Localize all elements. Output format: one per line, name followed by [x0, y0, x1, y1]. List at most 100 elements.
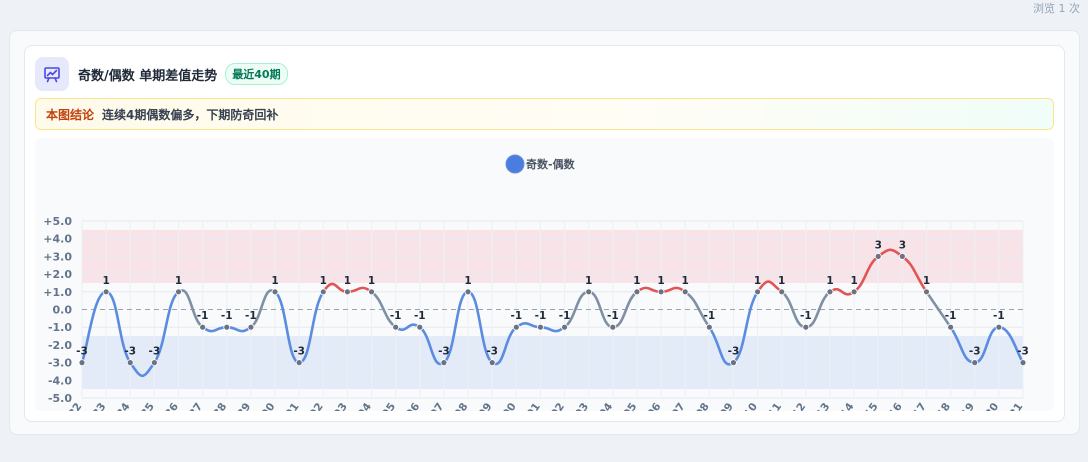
data-point [368, 288, 375, 296]
series-line [466, 290, 494, 364]
y-tick-label: -2.0 [48, 339, 72, 352]
data-point [681, 288, 689, 296]
data-point [440, 359, 448, 367]
data-label: 1 [923, 275, 930, 287]
data-label: 1 [271, 275, 278, 287]
y-tick-label: -1.0 [48, 321, 72, 334]
data-label: 1 [464, 275, 471, 287]
data-point [850, 288, 858, 296]
data-point [416, 323, 424, 331]
series-line [80, 290, 108, 364]
data-label: 1 [320, 275, 327, 287]
data-label: 3 [875, 239, 882, 251]
data-label: -1 [945, 310, 957, 322]
data-point [271, 288, 279, 296]
period-badge: 最近40期 [225, 63, 288, 85]
data-point [705, 323, 713, 331]
series-line [297, 290, 325, 364]
y-tick-label: +1.0 [43, 286, 72, 299]
data-label: -1 [703, 310, 715, 322]
data-label: -1 [607, 310, 619, 322]
chart-header: 奇数/偶数 单期差值走势 最近40期 [35, 56, 288, 92]
legend-label: 奇数-偶数 [526, 157, 576, 171]
data-point [585, 288, 593, 296]
data-label: 1 [585, 275, 592, 287]
data-label: -1 [800, 310, 812, 322]
data-label: -1 [535, 310, 547, 322]
data-point [78, 359, 86, 367]
data-label: 3 [899, 239, 906, 251]
series-line [901, 255, 928, 294]
data-label: -3 [728, 346, 740, 358]
series-line [515, 322, 542, 329]
chart-title: 奇数/偶数 单期差值走势 [78, 68, 218, 84]
y-tick-label: 0.0 [53, 304, 73, 317]
data-label: 1 [102, 275, 109, 287]
data-point [971, 359, 979, 367]
data-label: -1 [197, 310, 209, 322]
view-count: 浏览 1 次 [1033, 2, 1080, 15]
data-point [319, 288, 327, 296]
data-point [126, 359, 134, 367]
data-point [175, 288, 182, 296]
data-point [923, 288, 930, 296]
series-line [201, 325, 229, 333]
data-label: -1 [245, 310, 257, 322]
y-tick-label: -5.0 [48, 392, 72, 405]
data-point [754, 288, 761, 296]
data-label: -3 [486, 346, 498, 358]
data-label: -3 [293, 346, 305, 358]
series-line [683, 290, 711, 329]
data-label: 1 [850, 275, 857, 287]
data-point [488, 359, 496, 367]
data-label: 1 [657, 275, 664, 287]
series-line [539, 325, 566, 333]
series-line [442, 290, 470, 364]
data-point [392, 323, 400, 331]
series-line [225, 325, 253, 333]
data-point [898, 253, 906, 260]
data-point [826, 288, 834, 296]
series-line [273, 290, 301, 364]
data-point [295, 359, 303, 367]
data-point [344, 288, 351, 296]
series-line [635, 286, 663, 294]
data-point [537, 323, 544, 331]
data-label: -1 [510, 310, 522, 322]
conclusion-text: 连续4期偶数偏多，下期防奇回补 [102, 107, 279, 122]
data-label: -3 [438, 346, 450, 358]
report-card: 奇数/偶数 单期差值走势 最近40期 本图结论 连续4期偶数偏多，下期防奇回补 … [9, 30, 1080, 435]
conclusion-banner: 本图结论 连续4期偶数偏多，下期防奇回补 [35, 98, 1054, 130]
data-point [657, 288, 665, 296]
data-point [464, 288, 472, 296]
y-tick-label: +5.0 [43, 215, 72, 228]
y-tick-label: -4.0 [48, 374, 72, 387]
y-tick-label: +2.0 [43, 268, 72, 281]
data-label: -1 [414, 310, 426, 322]
data-point [947, 323, 955, 331]
series-line [128, 361, 156, 378]
series-line [756, 280, 784, 294]
data-point [633, 288, 641, 296]
presentation-chart-icon [35, 57, 69, 91]
series-line [104, 290, 132, 364]
data-label: 1 [826, 275, 833, 287]
data-point [609, 323, 617, 331]
series-line [346, 286, 373, 294]
data-point [223, 323, 231, 331]
data-point [102, 288, 110, 296]
data-point [778, 288, 786, 296]
data-label: 1 [633, 275, 640, 287]
data-label: 1 [754, 275, 761, 287]
data-point [150, 359, 158, 367]
data-point [730, 359, 737, 367]
data-label: 1 [344, 275, 351, 287]
data-point [512, 323, 520, 331]
chart-card: 奇数/偶数 单期差值走势 最近40期 本图结论 连续4期偶数偏多，下期防奇回补 … [24, 45, 1065, 422]
y-tick-label: +4.0 [43, 233, 72, 246]
data-point [802, 323, 810, 331]
legend-marker [505, 154, 525, 174]
series-line [370, 290, 397, 329]
data-point [995, 323, 1003, 331]
data-label: -1 [390, 310, 402, 322]
